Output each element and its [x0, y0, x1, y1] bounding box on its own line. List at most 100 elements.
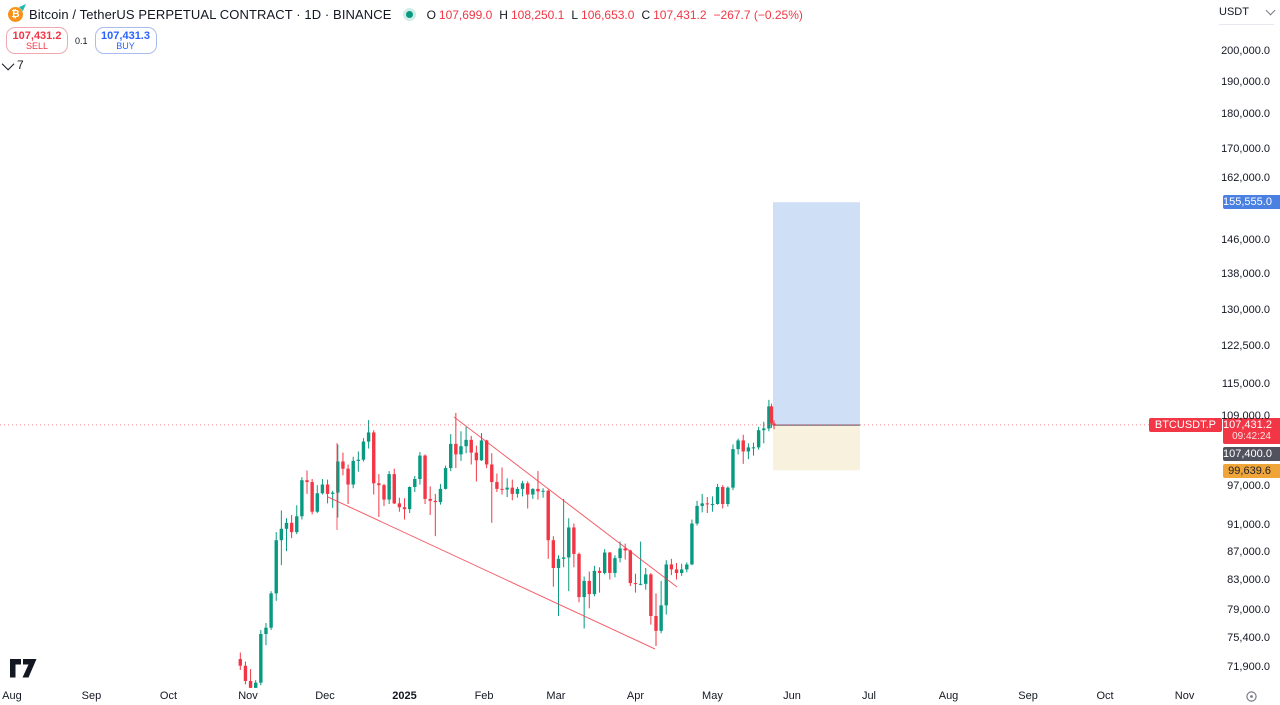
- candle: [382, 485, 386, 500]
- candle: [484, 440, 489, 465]
- object-count: 7: [17, 58, 24, 72]
- candle: [659, 605, 663, 631]
- entry-price-label[interactable]: 107,400.0: [1223, 446, 1280, 461]
- target-price-label[interactable]: 155,555.0: [1223, 195, 1280, 210]
- tradingview-logo[interactable]: [10, 659, 38, 678]
- candle: [372, 432, 376, 484]
- candle: [515, 488, 520, 494]
- candle: [705, 503, 710, 505]
- object-tree-chip[interactable]: 7: [1, 57, 24, 72]
- entry-price-value: 107,400.0: [1223, 447, 1272, 460]
- candle: [525, 483, 530, 495]
- price-tick: 109,000.0: [1221, 410, 1270, 423]
- price-tick: 200,000.0: [1221, 45, 1270, 57]
- candle: [392, 474, 396, 504]
- candle: [377, 483, 381, 486]
- crosshair-target-icon[interactable]: [1245, 690, 1258, 703]
- candle: [679, 569, 684, 573]
- candle: [341, 461, 345, 469]
- price-tick: 79,000.0: [1227, 603, 1270, 616]
- time-tick: Jul: [861, 690, 876, 702]
- trendline[interactable]: [453, 416, 678, 588]
- price-tick: 97,000.0: [1227, 480, 1270, 493]
- candle: [366, 432, 371, 442]
- position-loss-zone[interactable]: [773, 425, 860, 471]
- time-tick: Nov: [238, 690, 258, 702]
- price-tick: 87,000.0: [1227, 545, 1270, 558]
- candle: [459, 446, 463, 455]
- price-tick: 146,000.0: [1221, 234, 1270, 247]
- candle: [556, 558, 561, 568]
- candle: [644, 574, 648, 584]
- trendline[interactable]: [327, 496, 656, 650]
- candle: [756, 430, 761, 448]
- candle: [536, 488, 540, 492]
- buy-button[interactable]: 107,431.3 BUY: [94, 27, 157, 54]
- candle: [769, 406, 774, 424]
- candle: [582, 580, 586, 598]
- buy-price: 107,431.3: [101, 29, 150, 42]
- candle: [510, 487, 514, 494]
- candle: [402, 507, 407, 510]
- price-tick: 91,000.0: [1227, 518, 1270, 531]
- candle: [300, 480, 304, 517]
- price-tick: 83,000.0: [1227, 574, 1270, 587]
- market-status-icon[interactable]: [405, 11, 413, 18]
- time-tick: Oct: [159, 690, 178, 702]
- price-chart-svg[interactable]: [0, 0, 1215, 688]
- currency-label: USDT: [1219, 6, 1249, 18]
- candle: [305, 480, 309, 483]
- candle: [310, 482, 314, 512]
- time-axis[interactable]: Aug Sep Oct Nov Dec 2025 Feb Mar Apr May Jun Jul Aug…: [0, 688, 1280, 705]
- symbol-title[interactable]: Bitcoin / TetherUS PERPETUAL CONTRACT · …: [29, 7, 392, 22]
- price-tick: 170,000.0: [1221, 142, 1270, 155]
- time-tick: Aug: [2, 690, 22, 702]
- stop-price-label[interactable]: 99,639.6: [1223, 464, 1280, 479]
- candle: [346, 468, 350, 485]
- stop-price-value: 99,639.6: [1228, 465, 1271, 478]
- candle: [269, 593, 273, 628]
- buy-label: BUY: [116, 40, 135, 51]
- time-tick: Aug: [938, 690, 959, 702]
- price-tick: 180,000.0: [1221, 108, 1270, 121]
- candle: [736, 440, 740, 450]
- candle: [274, 540, 278, 594]
- symbol-price-tag[interactable]: BTCUSDT.P: [1148, 417, 1222, 432]
- candle: [664, 564, 668, 606]
- candle: [649, 574, 653, 617]
- candle: [413, 478, 417, 488]
- sell-button[interactable]: 107,431.2 SELL: [6, 27, 68, 54]
- candle: [253, 682, 258, 688]
- candle: [428, 498, 432, 501]
- low-value: 106,653.0: [581, 7, 635, 22]
- price-tick: 138,000.0: [1221, 268, 1270, 281]
- candle: [248, 680, 253, 688]
- candle: [387, 474, 391, 500]
- candle: [628, 550, 633, 584]
- candle: [551, 540, 556, 568]
- candle: [423, 455, 427, 499]
- candle: [669, 564, 674, 570]
- ohlc-values: O 107,699.0 H 108,250.1 L 106,653.0 C 10…: [427, 8, 803, 22]
- chevron-down-icon: [1265, 5, 1276, 16]
- price-tick: 115,000.0: [1221, 377, 1270, 390]
- price-axis[interactable]: USDT 155,555.0 107,431.2 09:42:24 107,40…: [1215, 0, 1280, 688]
- bar-countdown: 09:42:24: [1232, 430, 1271, 442]
- candle: [602, 552, 607, 573]
- candle: [767, 406, 771, 429]
- candle: [454, 443, 458, 455]
- candle: [772, 423, 776, 425]
- candle: [464, 439, 468, 447]
- currency-selector[interactable]: USDT: [1219, 5, 1276, 25]
- candle: [351, 460, 355, 485]
- candle: [330, 492, 335, 494]
- candle: [495, 482, 499, 489]
- position-profit-zone[interactable]: [773, 202, 860, 426]
- candle: [443, 468, 448, 489]
- symbol-tag-text: BTCUSDT.P: [1154, 418, 1216, 431]
- candle: [741, 440, 745, 452]
- candle: [320, 484, 325, 494]
- current-price-label[interactable]: 107,431.2 09:42:24: [1223, 417, 1280, 444]
- candle: [715, 487, 720, 505]
